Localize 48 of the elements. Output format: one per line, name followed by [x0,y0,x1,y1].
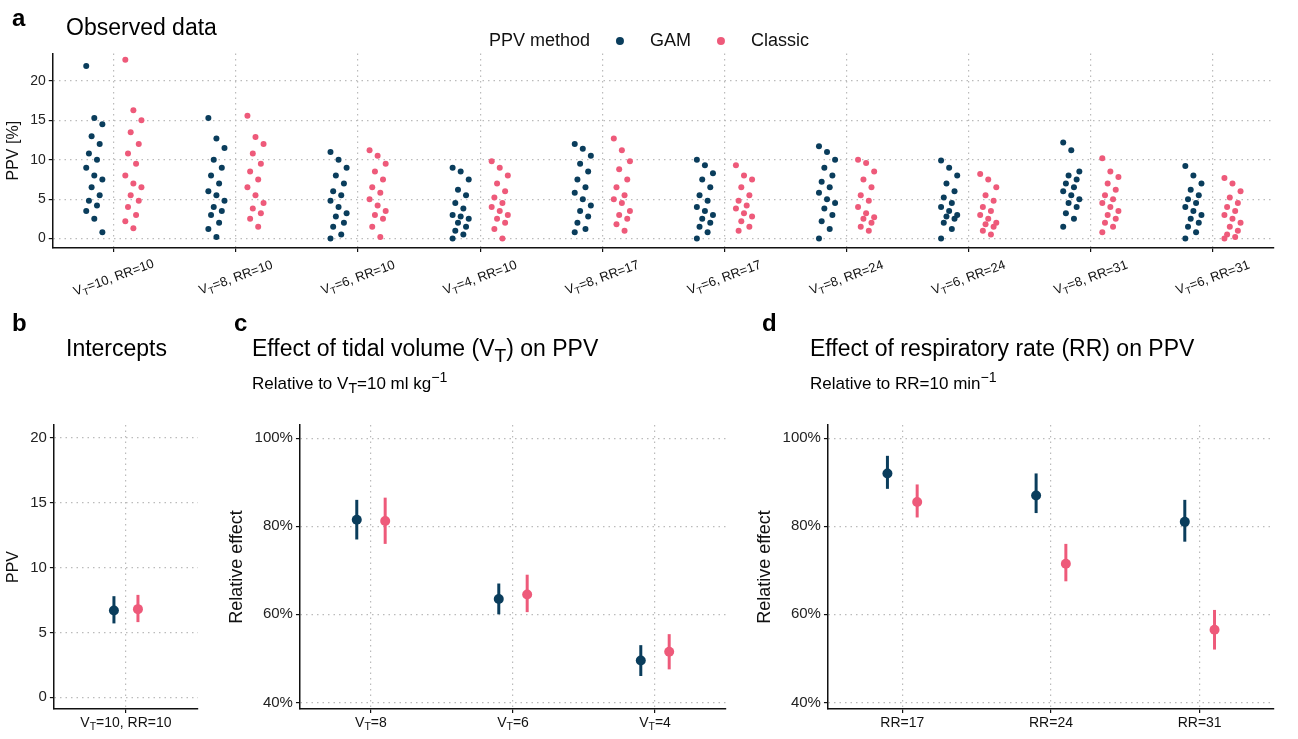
y-tick-label: 10 [30,150,46,167]
x-tick-label: RR=24 [1029,713,1074,730]
y-tick-label: 0 [38,687,47,705]
y-axis-title: PPV [%] [4,120,22,181]
x-tick-label: VT=6, RR=10 [318,256,397,298]
text: c [234,309,248,337]
x-tick-label: VT=6, RR=31 [1173,256,1252,298]
y-tick-label: 80% [790,516,821,534]
y-tick-label: 5 [37,190,46,207]
x-tick-label: VT=8, RR=24 [807,256,886,298]
chart-subtitle: Relative to V$_{T}$=10 ml kg$^{−1}$ [252,369,448,397]
legend-title: PPV method [488,30,591,51]
y-tick-label: 0 [37,229,46,246]
legend-label: Classic [751,30,810,51]
y-tick-label: 100% [254,428,293,446]
x-tick-label: VT=4, RR=10 [440,256,519,298]
y-tick-label: 60% [262,604,293,622]
y-tick-label: 40% [790,692,821,710]
chart-title: Effect of respiratory rate (RR) on PPV [810,335,1195,362]
chart-subtitle: Relative to RR=10 min$^{−1}$ [810,369,997,394]
x-tick-label: RR=31 [1177,713,1222,730]
y-axis-title: Relative effect [225,510,246,624]
y-axis-title: Relative effect [753,510,774,624]
y-tick-label: 15 [30,111,46,128]
chart-title: Effect of tidal volume (V$_{T}$) on PPV [252,335,599,367]
x-tick-label: VT=8, RR=31 [1051,256,1130,298]
y-tick-label: 40% [262,692,293,710]
y-tick-label: 20 [30,71,46,88]
text: a [12,4,26,32]
x-tick-label: VT=6, RR=24 [929,256,1008,298]
legend-label: GAM [650,30,692,51]
y-tick-label: 100% [782,428,821,446]
y-tick-label: 10 [30,557,47,575]
y-tick-label: 60% [790,604,821,622]
y-tick-label: 5 [38,622,47,640]
y-tick-label: 20 [30,428,47,446]
text: b [12,309,27,337]
x-tick-label: VT=10, RR=10 [71,255,156,299]
x-tick-label: VT=8, RR=10 [196,256,275,298]
text: d [762,309,777,337]
y-axis-title: PPV [4,550,22,584]
y-tick-label: 15 [30,492,47,510]
chart-title: Intercepts [66,335,167,362]
x-tick-label: RR=17 [880,713,925,730]
x-tick-label: VT=6, RR=17 [685,256,764,298]
chart-title: Observed data [66,14,217,41]
y-tick-label: 80% [262,516,293,534]
x-tick-label: VT=8, RR=17 [563,256,641,298]
